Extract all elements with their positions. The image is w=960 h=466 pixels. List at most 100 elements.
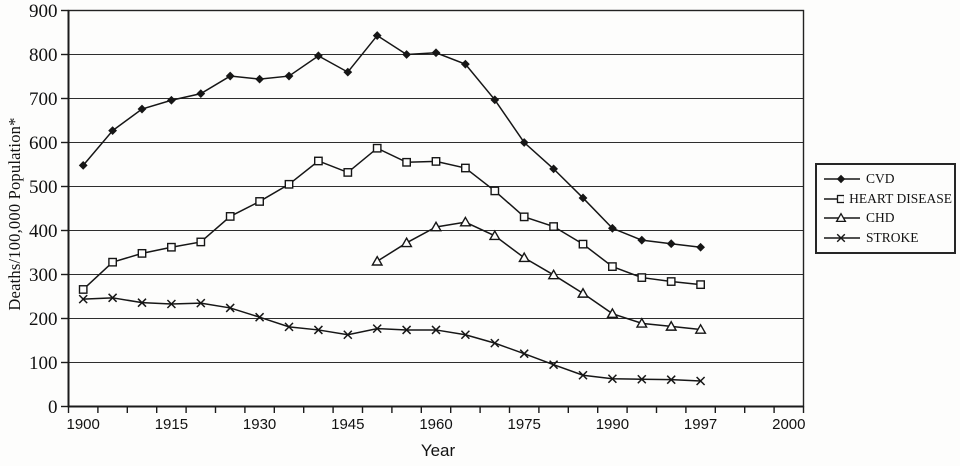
marker-chd (694, 323, 707, 334)
marker-heart-disease (666, 277, 676, 286)
marker-heart-disease (608, 262, 617, 271)
marker-heart-disease (461, 163, 470, 173)
marker-stroke (313, 325, 323, 335)
marker-stroke (137, 298, 147, 308)
marker-stroke (460, 330, 470, 340)
marker-cvd (666, 239, 676, 249)
marker-cvd (608, 223, 617, 233)
marker-chd (606, 307, 619, 319)
marker-cvd (78, 160, 88, 170)
marker-heart-disease (284, 179, 294, 189)
marker-cvd (696, 242, 705, 252)
marker-heart-disease (314, 156, 323, 166)
marker-stroke (637, 374, 647, 384)
marker-heart-disease (519, 212, 529, 222)
marker-cvd (314, 51, 323, 61)
marker-cvd (490, 95, 500, 105)
legend-label-stroke: STROKE (866, 230, 919, 246)
marker-stroke (607, 374, 617, 384)
legend-label-cvd: CVD (866, 170, 895, 186)
x-tick-label: 1900 (67, 416, 100, 433)
marker-chd (665, 320, 678, 331)
marker-cvd (108, 126, 117, 136)
y-tick-label: 500 (29, 177, 58, 198)
marker-stroke (666, 375, 676, 385)
marker-heart-disease (108, 257, 118, 267)
series-line-cvd (82, 34, 701, 248)
marker-stroke (696, 376, 706, 386)
marker-cvd (284, 71, 294, 81)
x-tick-label: 2000 (772, 416, 805, 433)
marker-heart-disease (225, 212, 235, 221)
marker-heart-disease (431, 157, 441, 166)
marker-stroke (78, 294, 88, 304)
x-tick-label: 1915 (155, 416, 188, 433)
marker-stroke (431, 325, 441, 335)
x-tick-label: 1930 (243, 416, 276, 433)
marker-heart-disease (78, 285, 88, 294)
y-tick-label: 200 (29, 309, 58, 330)
marker-stroke (372, 324, 382, 334)
marker-heart-disease (255, 197, 264, 206)
legend-label-heart-disease: HEART DISEASE (849, 190, 952, 206)
marker-chd (547, 268, 560, 280)
marker-stroke (519, 349, 529, 359)
y-tick-label: 300 (29, 265, 58, 286)
legend-item-cvd: CVD (823, 171, 952, 187)
marker-chd (488, 229, 501, 241)
marker-cvd (372, 31, 382, 40)
marker-cvd (196, 89, 206, 99)
marker-chd (518, 251, 531, 263)
marker-heart-disease (490, 186, 500, 196)
filled-diamond-legend-icon (824, 174, 860, 184)
marker-stroke (225, 303, 235, 313)
y-tick-label: 800 (29, 45, 58, 66)
marker-heart-disease (549, 222, 559, 231)
x-tick-label: 1975 (508, 416, 541, 433)
marker-stroke (196, 298, 206, 308)
marker-chd (459, 216, 472, 227)
marker-cvd (343, 67, 353, 77)
marker-stroke (402, 325, 412, 335)
marker-cvd (461, 59, 470, 69)
series-line-stroke (83, 297, 701, 382)
marker-heart-disease (637, 273, 647, 282)
y-tick-label: 600 (29, 133, 58, 154)
marker-cvd (402, 50, 411, 59)
open-square-legend-icon (824, 194, 845, 203)
marker-stroke (166, 299, 176, 309)
marker-heart-disease (137, 248, 147, 258)
x-tick-label: 1997 (684, 416, 717, 433)
marker-chd (429, 220, 443, 232)
marker-heart-disease (166, 242, 176, 252)
marker-heart-disease (402, 157, 411, 167)
marker-cvd (578, 193, 588, 203)
marker-heart-disease (343, 168, 353, 177)
series-line-heart-disease (82, 147, 701, 291)
x-axis-title: Year (420, 441, 456, 460)
marker-cvd (637, 235, 647, 245)
marker-stroke (255, 312, 265, 322)
x-tick-label: 1945 (331, 416, 364, 433)
marker-cvd (549, 164, 558, 174)
marker-stroke (284, 322, 294, 332)
legend: CVD HEART DISEASE CHD STROKE (815, 163, 956, 254)
marker-chd (635, 317, 648, 328)
marker-stroke (490, 338, 500, 348)
plot-border (67, 9, 805, 408)
legend-item-stroke: STROKE (823, 230, 952, 246)
x-tick-label: 1960 (419, 416, 452, 433)
marker-stroke (108, 293, 118, 303)
marker-heart-disease (696, 280, 706, 290)
marker-heart-disease (196, 237, 206, 247)
marker-stroke (343, 330, 353, 340)
open-triangle-legend-icon (824, 212, 860, 223)
marker-cvd (167, 95, 176, 105)
y-tick-label: 400 (29, 221, 58, 242)
series-line-chd (376, 221, 701, 331)
marker-heart-disease (578, 239, 588, 249)
marker-heart-disease (372, 143, 382, 153)
y-tick-label: 100 (29, 353, 58, 374)
